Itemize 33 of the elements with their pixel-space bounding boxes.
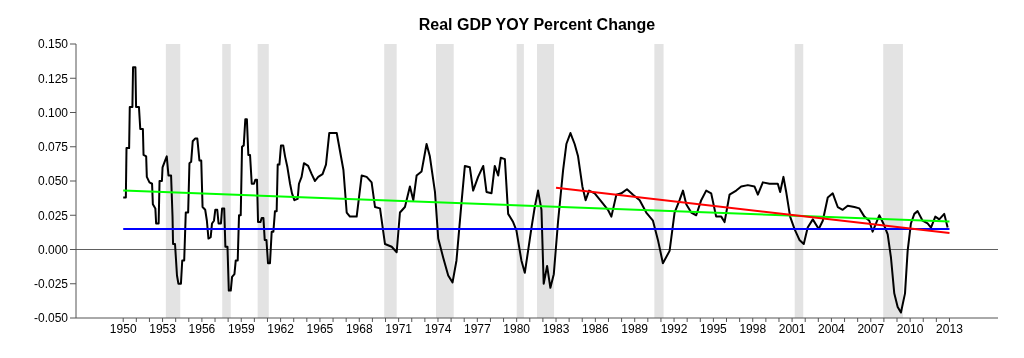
x-tick-label: 1953 [149,321,177,336]
y-tick-label: 0.075 [37,140,69,155]
x-tick-label: 1974 [424,321,452,336]
chart-title: Real GDP YOY Percent Change [417,16,657,34]
x-tick-label: 1962 [267,321,295,336]
line-series [122,66,949,314]
x-tick-label: 1977 [463,321,491,336]
x-tick-label: 2007 [857,321,885,336]
y-tick-label: -0.050 [33,311,69,326]
x-tick-label: 1995 [700,321,728,336]
x-tick-label: 1956 [188,321,216,336]
x-tick-label: 2013 [936,321,964,336]
y-tick-label: 0.000 [37,242,69,257]
x-tick-label: 1959 [227,321,255,336]
x-tick-label: 1950 [109,321,137,336]
x-tick-label: 2001 [778,321,806,336]
x-tick-label: 1998 [739,321,767,336]
x-tick-label: 1989 [621,321,649,336]
y-tick-label: 0.025 [37,208,69,223]
x-tick-label: 1986 [582,321,610,336]
y-tick-label: -0.025 [33,277,69,292]
x-tick-label: 2010 [896,321,924,336]
y-tick-label: 0.050 [37,174,69,189]
x-tick-label: 1971 [385,321,413,336]
y-tick-label: 0.150 [37,37,69,52]
x-tick-label: 2004 [818,321,846,336]
x-tick-label: 1992 [660,321,688,336]
x-tick-label: 1980 [503,321,531,336]
x-tick-label: 1968 [345,321,373,336]
x-tick-label: 1965 [306,321,334,336]
y-tick-label: 0.125 [37,71,69,86]
y-tick-label: 0.100 [37,105,69,120]
x-tick-label: 1983 [542,321,570,336]
